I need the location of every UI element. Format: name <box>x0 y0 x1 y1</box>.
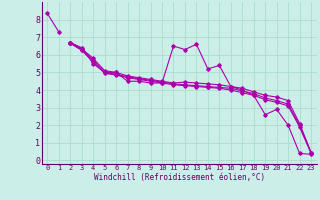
X-axis label: Windchill (Refroidissement éolien,°C): Windchill (Refroidissement éolien,°C) <box>94 173 265 182</box>
